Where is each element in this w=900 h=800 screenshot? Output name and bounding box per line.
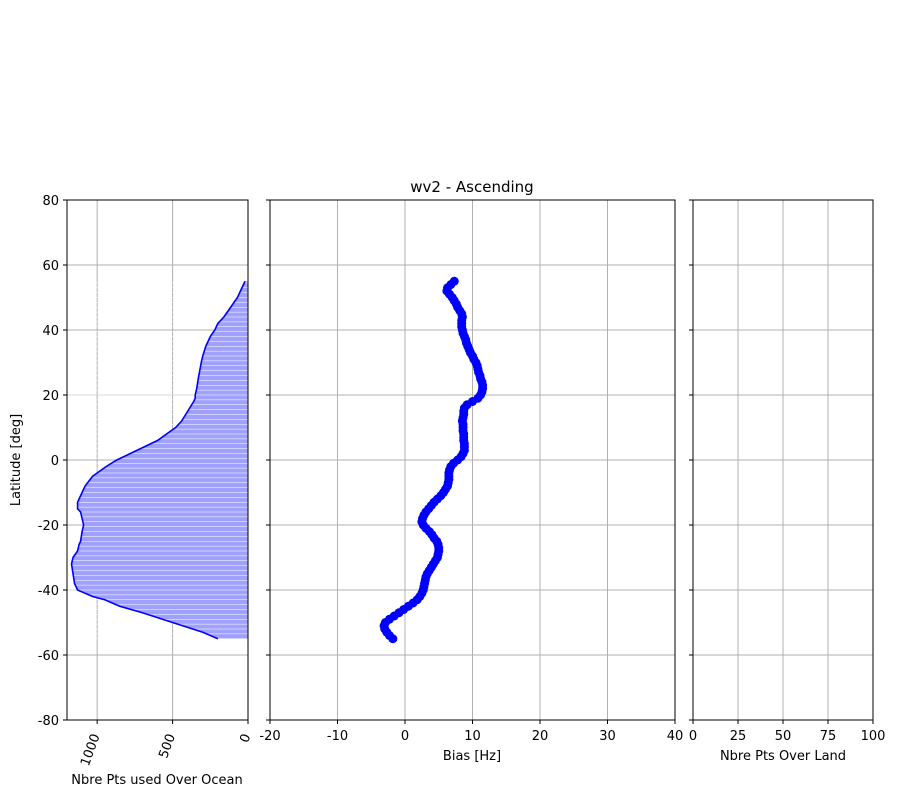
latitude-tick-label: 40 — [42, 324, 59, 339]
latitude-tick-label: 20 — [42, 389, 59, 404]
latitude-tick-label: 0 — [51, 454, 59, 469]
bias-x-tick-label: -10 — [327, 729, 348, 744]
bias-x-tick-label: -20 — [259, 729, 280, 744]
bias-x-tick-label: 20 — [532, 729, 549, 744]
land-x-label: Nbre Pts Over Land — [720, 749, 846, 764]
bias-x-tick-label: 30 — [599, 729, 616, 744]
bias-x-ticks: -20 -10 0 10 20 30 40 — [259, 720, 683, 744]
bias-x-tick-label: 10 — [464, 729, 481, 744]
latitude-axis-label: Latitude [deg] — [9, 414, 24, 506]
ocean-x-label: Nbre Pts used Over Ocean — [71, 773, 242, 788]
land-grid — [692, 199, 874, 721]
land-x-tick-label: 75 — [820, 729, 837, 744]
bias-point — [449, 276, 459, 286]
ocean-x-tick-label: 500 — [156, 732, 179, 760]
latitude-tick-label: -60 — [38, 649, 59, 664]
land-x-tick-label: 100 — [861, 729, 886, 744]
land-y-ticks — [689, 199, 693, 721]
latitude-ticks: -80 -60 -40 -20 0 20 40 60 80 — [38, 194, 67, 729]
land-x-tick-label: 0 — [689, 729, 697, 744]
bias-grid — [269, 199, 676, 721]
bias-x-tick-label: 40 — [667, 729, 684, 744]
chart-title: wv2 - Ascending — [410, 178, 533, 196]
ocean-area-series — [68, 280, 249, 640]
bias-y-ticks — [266, 199, 270, 721]
ocean-x-tick-label: 1000 — [78, 732, 103, 768]
latitude-tick-label: -20 — [38, 519, 59, 534]
ocean-x-ticks: 1000 500 0 — [78, 720, 254, 768]
bias-panel: -20 -10 0 10 20 30 40 wv2 - Ascending Bias [Hz… — [259, 178, 683, 764]
latitude-tick-label: 60 — [42, 259, 59, 274]
ocean-x-tick-label: 0 — [237, 732, 254, 745]
land-x-tick-label: 25 — [730, 729, 747, 744]
land-x-tick-label: 50 — [775, 729, 792, 744]
ocean-count-line — [70, 280, 246, 640]
latitude-tick-label: 80 — [42, 194, 59, 209]
bias-scatter-series — [379, 276, 488, 644]
land-points-panel: 0 25 50 75 100 Nbre Pts Over Land — [689, 199, 886, 764]
bias-x-tick-label: 0 — [401, 729, 409, 744]
land-x-ticks: 0 25 50 75 100 — [689, 720, 886, 744]
ocean-points-panel: -80 -60 -40 -20 0 20 40 60 80 1000 500 0 Nbre Pts … — [9, 194, 254, 788]
bias-x-label: Bias [Hz] — [443, 749, 501, 764]
latitude-tick-label: -80 — [38, 714, 59, 729]
latitude-tick-label: -40 — [38, 584, 59, 599]
